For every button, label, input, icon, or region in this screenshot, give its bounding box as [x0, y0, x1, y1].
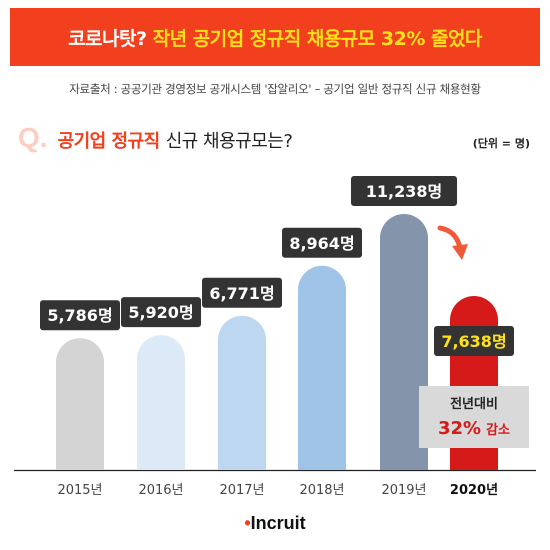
x-tick-label: 2015년: [57, 483, 102, 498]
source-note: 자료출처 : 공공기관 경영정보 공개시스템 '잡알리오' – 공기업 일반 정…: [69, 82, 481, 96]
headline-banner: 코로나탓? 작년 공기업 정규직 채용규모 32% 줄었다: [10, 8, 540, 66]
chart-title: Q. 공기업 정규직 신규 채용규모는?: [18, 122, 293, 154]
value-label: 6,771명: [209, 284, 274, 303]
bar-2016년: [137, 335, 185, 470]
value-label: 7,638명: [441, 332, 506, 351]
bar-2018년: [298, 265, 346, 470]
decrease-arrow-icon: [437, 225, 463, 251]
x-tick-label: 2017년: [219, 483, 264, 498]
callout-word: 감소: [486, 423, 510, 438]
logo-text: Incruit: [250, 513, 306, 533]
x-tick-label: 2018년: [299, 483, 344, 498]
headline: 코로나탓? 작년 공기업 정규직 채용규모 32% 줄었다: [68, 24, 482, 51]
value-label-box: [282, 227, 362, 258]
x-tick-label: 2016년: [138, 483, 183, 498]
value-label: 5,786명: [47, 306, 112, 325]
callout-line-2: 32% 감소: [438, 418, 510, 439]
incruit-logo: •Incruit: [0, 513, 550, 534]
decrease-arrowhead-icon: [452, 244, 468, 260]
value-label: 11,238명: [366, 182, 442, 201]
question-mark-label: Q.: [18, 122, 48, 153]
logo-dot: •: [244, 513, 251, 533]
bar-2015년: [56, 338, 104, 470]
x-tick-label: 2020년: [450, 483, 498, 498]
callout-percent: 32%: [438, 418, 481, 439]
value-label-box: [351, 176, 457, 206]
unit-label: (단위 = 명): [472, 137, 530, 150]
value-label-box: [202, 277, 282, 308]
value-label: 8,964명: [289, 234, 354, 253]
callout-line-1: 전년대비: [450, 396, 498, 412]
headline-part-1: 코로나탓?: [68, 27, 147, 50]
bar-2017년: [218, 315, 266, 470]
decrease-callout-box: [419, 386, 529, 448]
value-label-box: [434, 326, 514, 357]
title-highlight: 공기업 정규직: [57, 131, 161, 152]
title-rest: 신규 채용규모는?: [165, 131, 293, 152]
bar-2019년: [380, 214, 428, 470]
headline-part-2: 작년 공기업 정규직 채용규모 32% 줄었다: [152, 27, 483, 50]
x-tick-label: 2019년: [381, 483, 426, 498]
value-label: 5,920명: [128, 303, 193, 322]
value-label-box: [121, 297, 201, 328]
value-label-box: [40, 300, 120, 331]
